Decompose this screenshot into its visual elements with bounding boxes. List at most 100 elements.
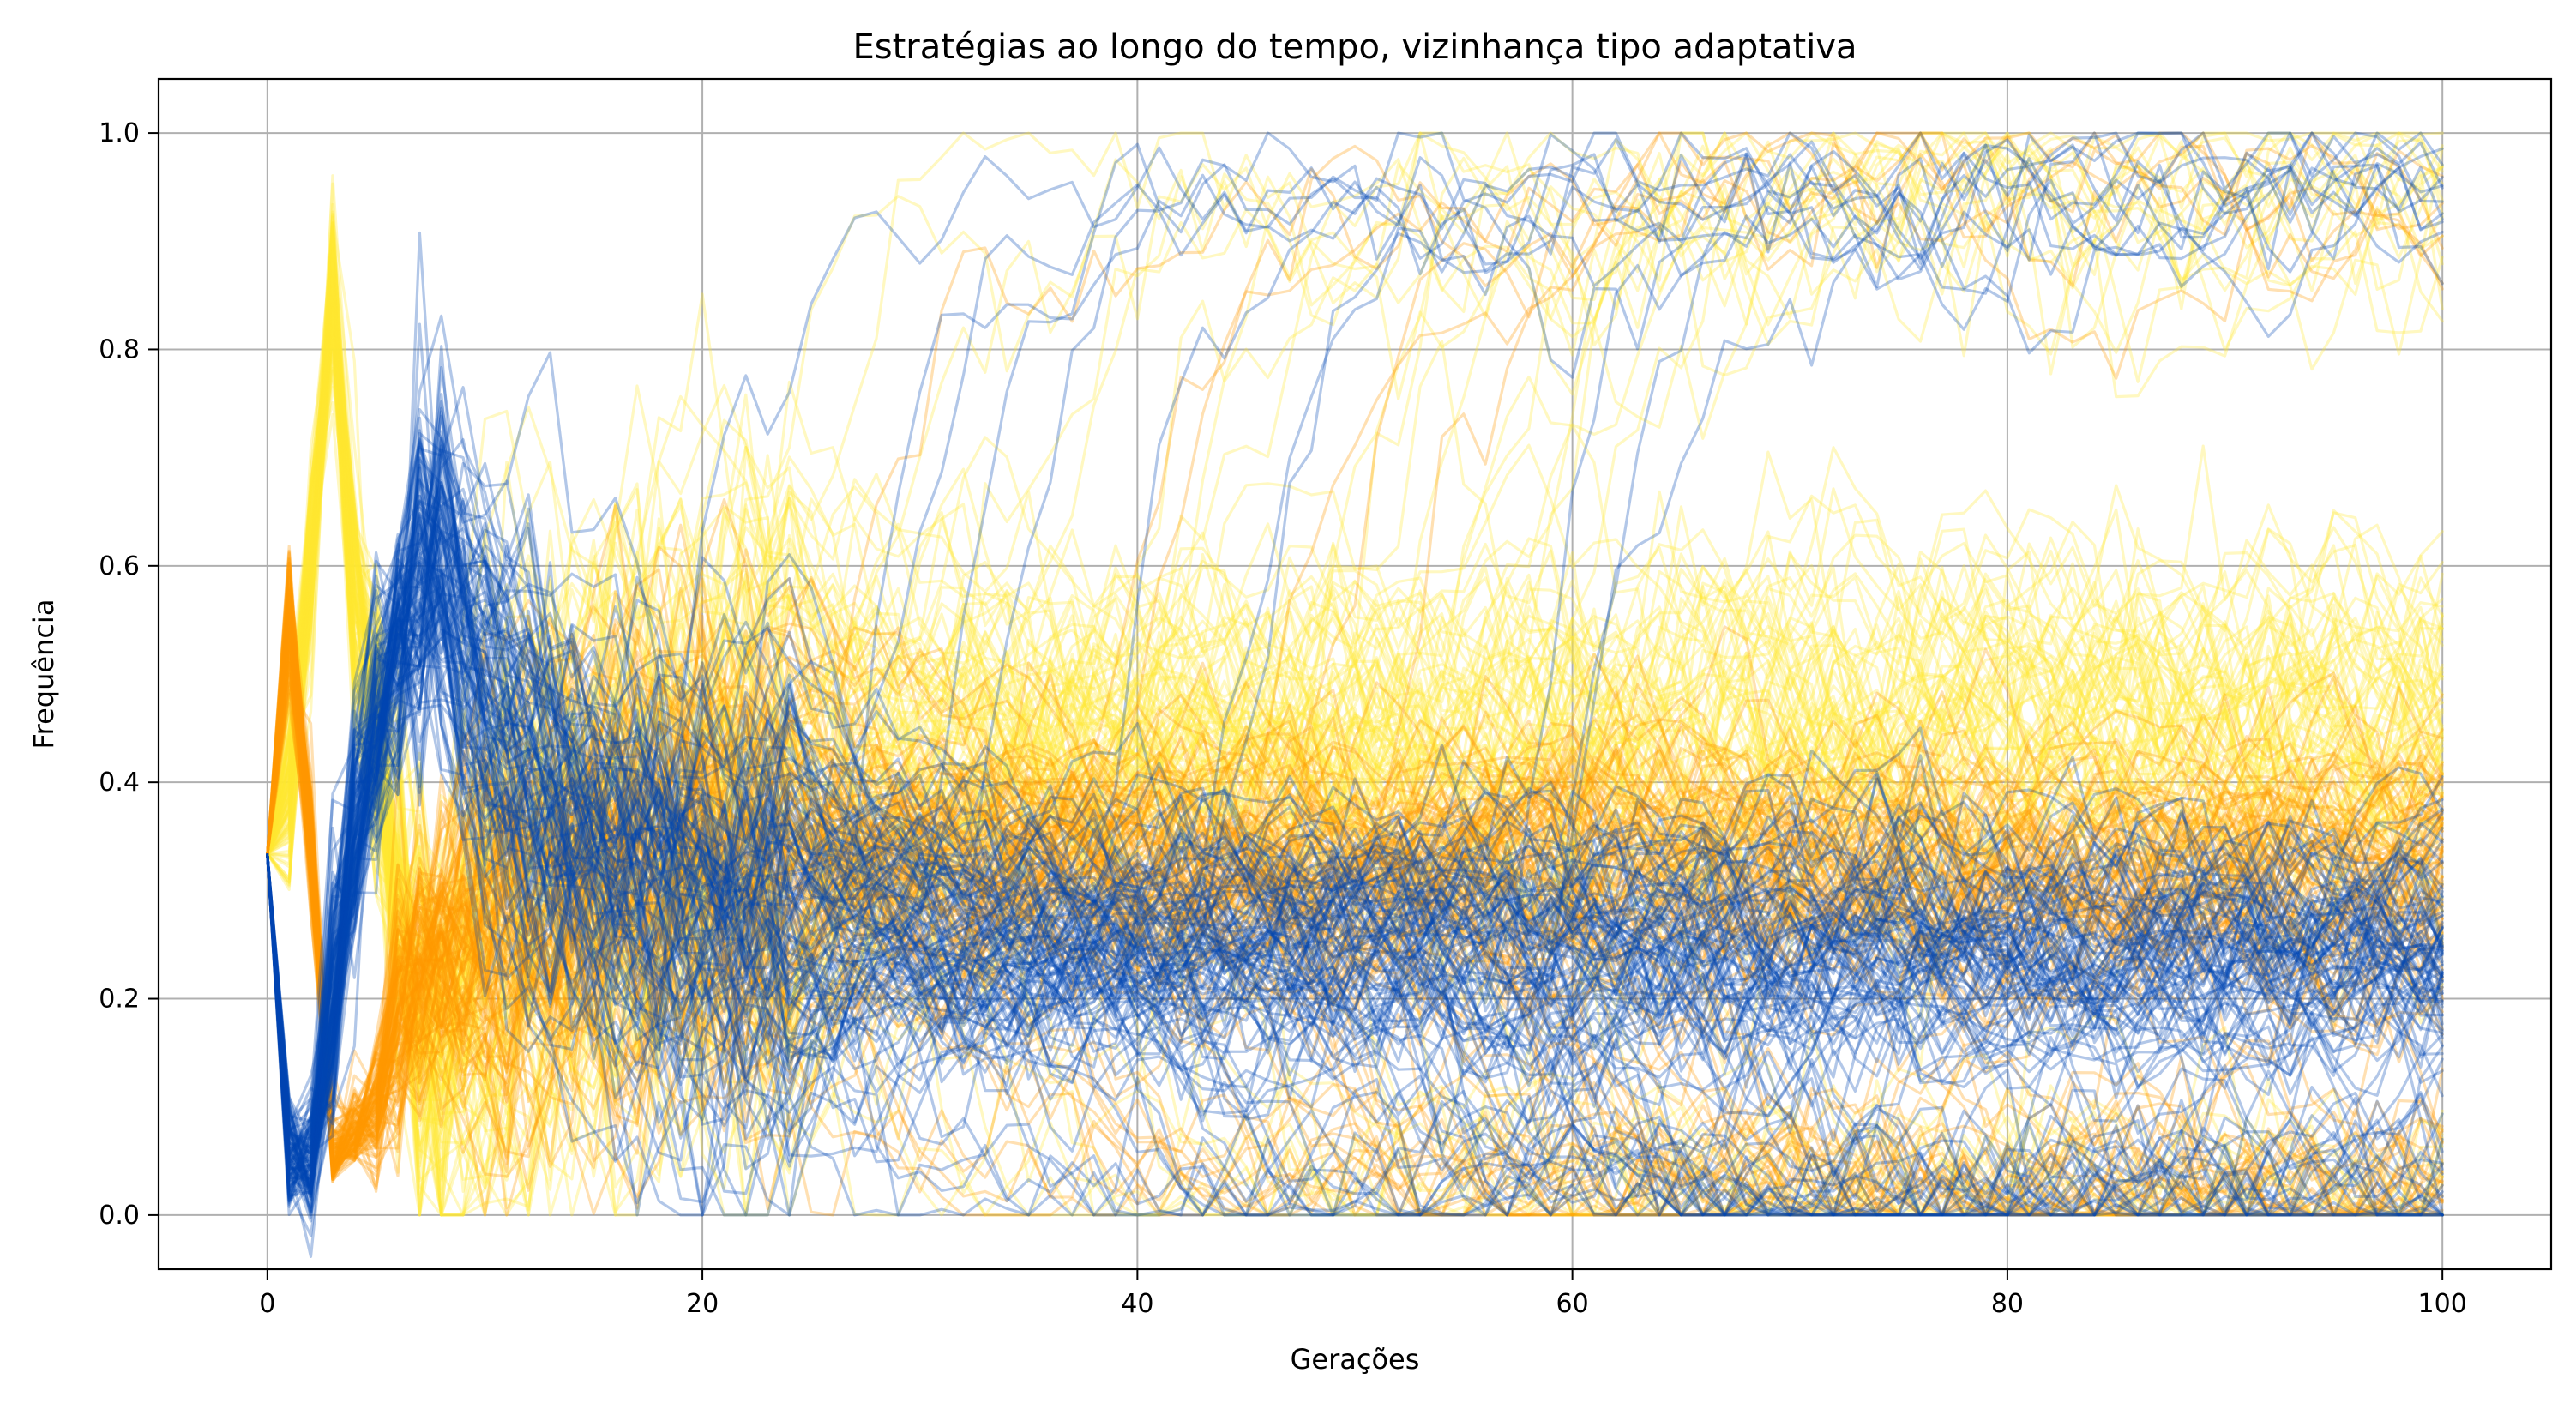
series-line-orange — [266, 672, 2444, 1140]
y-axis-label: Frequência — [27, 599, 60, 750]
series-line-yellow — [266, 254, 2444, 1106]
series-line-yellow — [266, 131, 2444, 1106]
series-line-orange — [266, 131, 2444, 1123]
series-line-yellow — [266, 294, 2444, 1217]
series-line-orange — [266, 589, 2444, 1175]
series-line-blue — [266, 548, 2444, 1212]
series-line-yellow — [266, 322, 2444, 1217]
series-line-orange — [266, 632, 2444, 1177]
series-line-orange — [266, 610, 2444, 1177]
series-group — [266, 131, 2444, 1258]
series-line-orange — [266, 607, 2444, 1143]
series-line-yellow — [266, 247, 2444, 1217]
y-tick-label: 0.6 — [99, 551, 140, 581]
series-line-yellow — [266, 214, 2444, 1217]
x-axis-label: Gerações — [1291, 1343, 1420, 1376]
series-line-orange — [266, 624, 2444, 1217]
series-line-blue — [266, 516, 2444, 1201]
series-line-orange — [266, 551, 2444, 1158]
series-line-orange — [266, 628, 2444, 1217]
series-line-orange — [266, 599, 2444, 1217]
series-line-orange — [266, 568, 2444, 1171]
series-line-yellow — [266, 131, 2444, 1135]
series-line-orange — [266, 609, 2444, 1217]
series-line-yellow — [266, 340, 2444, 1066]
series-line-yellow — [266, 325, 2444, 1217]
series-line-orange — [266, 597, 2444, 1217]
series-line-yellow — [266, 268, 2444, 1217]
series-line-yellow — [266, 221, 2444, 1217]
series-line-orange — [266, 647, 2444, 1161]
series-line-orange — [266, 588, 2444, 1162]
series-line-blue — [266, 517, 2444, 1217]
y-tick-label: 0.2 — [99, 985, 140, 1015]
series-line-orange — [266, 639, 2444, 1167]
series-line-orange — [266, 594, 2444, 1153]
series-line-orange — [266, 618, 2444, 1181]
series-line-yellow — [266, 274, 2444, 1003]
series-line-blue — [266, 506, 2444, 1183]
series-line-yellow — [266, 412, 2444, 1217]
series-line-orange — [266, 587, 2444, 1181]
series-line-blue — [266, 512, 2444, 1217]
series-line-blue — [266, 414, 2444, 1123]
series-line-orange — [266, 575, 2444, 1172]
series-line-orange — [266, 557, 2444, 1151]
series-line-yellow — [266, 249, 2444, 1217]
series-line-orange — [266, 131, 2444, 1140]
series-line-orange — [266, 613, 2444, 1142]
series-line-blue — [266, 600, 2444, 1217]
series-line-orange — [266, 628, 2444, 1159]
series-line-orange — [266, 577, 2444, 1163]
series-line-orange — [266, 621, 2444, 1198]
series-line-blue — [266, 561, 2444, 1209]
series-line-yellow — [266, 247, 2444, 1189]
series-line-yellow — [266, 321, 2444, 1193]
series-line-yellow — [266, 131, 2444, 1183]
series-line-yellow — [266, 319, 2444, 1217]
series-line-yellow — [266, 338, 2444, 1147]
series-line-yellow — [266, 308, 2444, 1129]
series-line-orange — [266, 608, 2444, 1217]
series-line-yellow — [266, 271, 2444, 1051]
series-line-orange — [266, 656, 2444, 1163]
series-line-yellow — [266, 304, 2444, 1217]
series-line-yellow — [266, 289, 2444, 1217]
series-line-yellow — [266, 269, 2444, 1190]
series-line-orange — [266, 611, 2444, 1151]
series-line-orange — [266, 498, 2444, 1179]
series-line-orange — [266, 578, 2444, 1177]
series-line-orange — [266, 588, 2444, 1178]
series-line-yellow — [266, 131, 2444, 1057]
series-line-orange — [266, 702, 2444, 1168]
chart-title: Estratégias ao longo do tempo, vizinhanç… — [853, 27, 1857, 67]
series-line-yellow — [266, 282, 2444, 1105]
series-line-orange — [266, 588, 2444, 1146]
series-line-yellow — [266, 288, 2444, 1190]
series-line-yellow — [266, 315, 2444, 1217]
series-line-yellow — [266, 138, 2444, 1074]
series-line-yellow — [266, 266, 2444, 1196]
series-line-blue — [266, 479, 2444, 1217]
series-line-yellow — [266, 294, 2444, 1090]
series-line-blue — [266, 152, 2444, 1217]
series-line-blue — [266, 513, 2444, 1164]
series-line-orange — [266, 682, 2444, 1161]
series-line-orange — [266, 613, 2444, 1171]
series-line-blue — [266, 560, 2444, 1195]
series-line-yellow — [266, 232, 2444, 1217]
series-line-yellow — [266, 182, 2444, 1089]
series-line-orange — [266, 131, 2444, 1152]
series-line-blue — [266, 629, 2444, 1194]
series-line-orange — [266, 622, 2444, 1174]
series-line-blue — [266, 461, 2444, 1191]
series-line-yellow — [266, 213, 2444, 1151]
series-line-yellow — [266, 131, 2444, 1217]
series-line-blue — [266, 561, 2444, 1214]
series-line-orange — [266, 637, 2444, 1217]
series-line-yellow — [266, 334, 2444, 1021]
x-tick-label: 80 — [1991, 1289, 2024, 1319]
series-line-blue — [266, 586, 2444, 1177]
series-line-yellow — [266, 215, 2444, 1177]
